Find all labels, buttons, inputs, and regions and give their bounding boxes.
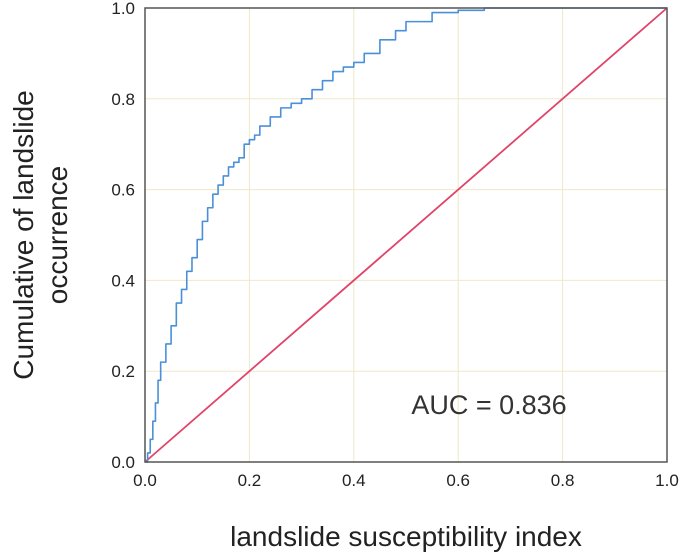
plot-frame [144,7,668,463]
x-axis-title: landslide susceptibility index [230,521,582,552]
y-axis-title-line-2: occurrence [42,166,73,305]
y-tick-label: 0.8 [111,90,135,109]
y-tick-label: 0.4 [111,271,135,290]
y-tick-label: 0.0 [111,453,135,472]
y-axis-ticks: 0.0 0.2 0.4 0.6 0.8 1.0 [111,0,135,472]
y-tick-label: 0.2 [111,362,135,381]
y-tick-label: 1.0 [111,0,135,18]
series-layer [144,7,668,463]
x-tick-label: 0.8 [551,471,575,490]
x-axis-ticks: 0.0 0.2 0.4 0.6 0.8 1.0 [133,471,679,490]
roc-curve-line [145,7,667,463]
x-tick-label: 1.0 [655,471,679,490]
reference-diagonal-line [144,7,668,463]
y-axis-title-line-1: Cumulative of landslide [8,90,39,380]
x-tick-label: 0.4 [342,471,366,490]
auc-annotation: AUC = 0.836 [411,390,566,420]
grid [145,8,667,462]
x-tick-label: 0.2 [238,471,262,490]
x-tick-label: 0.0 [133,471,157,490]
y-tick-label: 0.6 [111,181,135,200]
x-tick-label: 0.6 [446,471,470,490]
y-axis-title: Cumulative of landslide occurrence [8,90,73,380]
